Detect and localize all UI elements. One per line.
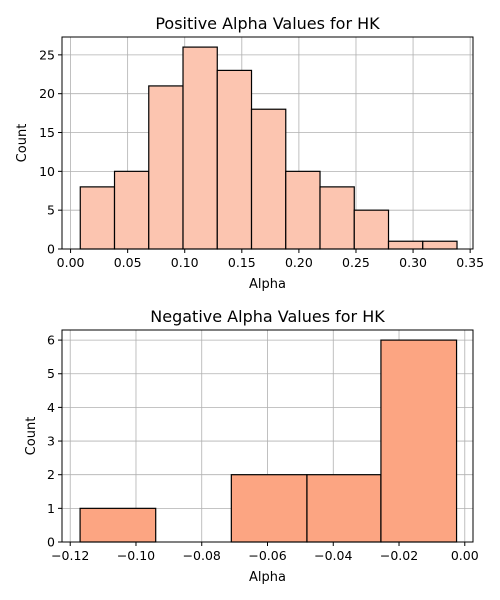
x-axis-label: Alpha [249,277,286,292]
y-axis-label: Count [15,124,30,163]
y-tick-label: 2 [47,467,55,482]
y-tick-label: 5 [47,366,55,381]
y-tick-label: 6 [47,333,55,348]
y-tick-label: 1 [47,501,55,516]
histogram-bar [148,85,184,250]
x-axis-label: Alpha [249,570,286,585]
x-tick-label: −0.12 [51,548,89,563]
x-tick-label: −0.04 [314,548,352,563]
x-tick-label: 0.25 [342,255,370,270]
histogram-bar [306,474,382,543]
x-tick-label: 0.10 [171,255,199,270]
x-tick-label: 0.20 [285,255,313,270]
x-tick-label: 0.00 [451,548,479,563]
negative-alpha-histogram: −0.12 −0.10 −0.08 −0.06 −0.04 −0.02 0.00 0 1 2 3 4 5… [24,307,479,585]
histogram-bar [216,69,253,250]
histogram-bar [113,170,150,250]
bars [79,46,458,250]
histogram-bar [79,507,157,543]
axes-frame [61,36,474,250]
x-tick-label: 0.00 [57,255,85,270]
y-tick-label: 15 [39,125,55,140]
histogram-bar [182,46,218,250]
x-tick-label: −0.10 [117,548,155,563]
y-tick-label: 5 [47,203,55,218]
y-tick-label: 25 [39,47,55,62]
histogram-bar [319,186,355,250]
histogram-bar [285,170,321,250]
y-tick-label: 10 [39,164,55,179]
histogram-bar [387,240,424,250]
histogram-bar [250,108,287,250]
x-tick-label: 0.35 [456,255,484,270]
y-tick-label: 3 [47,434,55,449]
y-tick-label: 4 [47,400,55,415]
x-tick-label: −0.06 [248,548,286,563]
histogram-bar [79,186,116,250]
bars [79,339,458,543]
x-tick-label: −0.02 [380,548,418,563]
x-tick-label: 0.30 [399,255,427,270]
y-tick-label: 0 [47,535,55,550]
histogram-bar [353,209,390,250]
x-tick-label: −0.08 [183,548,221,563]
x-tick-label: 0.05 [114,255,142,270]
y-tick-label: 0 [47,242,55,257]
histogram-bar [230,474,308,543]
chart-title: Negative Alpha Values for HK [150,307,385,326]
positive-alpha-histogram: 0.00 0.05 0.10 0.15 0.20 0.25 0.30 0.35 0 5 10 15 20… [15,14,484,292]
y-axis-label: Count [24,417,39,456]
histogram-bar [422,240,458,250]
chart-title: Positive Alpha Values for HK [155,14,380,33]
histogram-bar [380,339,458,543]
x-tick-label: 0.15 [228,255,256,270]
y-tick-label: 20 [39,86,55,101]
